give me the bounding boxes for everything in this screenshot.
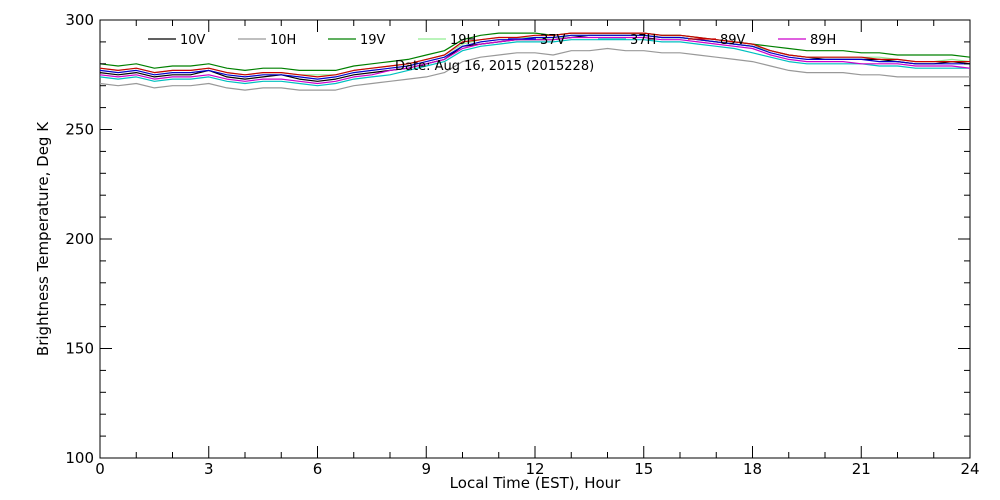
- legend-label-19h: 19H: [450, 33, 476, 48]
- x-tick-label: 15: [634, 460, 653, 478]
- series-line-37h: [99, 39, 970, 87]
- x-tick-label: 0: [95, 460, 105, 478]
- x-tick-label: 3: [204, 460, 214, 478]
- legend: 10V 10H 19V 19H 37V 37H 89V 89H: [148, 33, 836, 48]
- y-tick-label: 200: [65, 230, 94, 248]
- series-line-89h: [99, 36, 971, 85]
- x-tick-label: 21: [852, 460, 871, 478]
- date-annotation: Date: Aug 16, 2015 (2015228): [395, 59, 594, 74]
- x-tick-label: 18: [743, 460, 762, 478]
- plot-frame: [99, 19, 971, 459]
- y-axis-label: Brightness Temperature, Deg K: [34, 121, 52, 356]
- series-line-37v: [99, 34, 970, 80]
- series-line-89v: [99, 32, 970, 78]
- axes-layer: 0 3 6 9 12 15 18 21 24 100 150 200 250 300: [65, 11, 979, 478]
- x-tick-label: 9: [421, 460, 431, 478]
- legend-label-89h: 89H: [810, 33, 836, 48]
- y-tick-label: 300: [65, 11, 94, 29]
- x-tick-label: 24: [960, 460, 979, 478]
- y-tick-label: 250: [65, 121, 94, 139]
- series-line-10h: [99, 47, 970, 91]
- y-tick-label: 100: [65, 449, 94, 467]
- legend-label-10v: 10V: [180, 33, 206, 48]
- legend-label-89v: 89V: [720, 33, 746, 48]
- legend-label-37v: 37V: [540, 33, 566, 48]
- legend-label-37h: 37H: [630, 33, 656, 48]
- x-tick-label: 6: [313, 460, 323, 478]
- series-line-19v: [99, 32, 971, 72]
- x-axis-label: Local Time (EST), Hour: [450, 474, 621, 492]
- legend-label-19v: 19V: [360, 33, 386, 48]
- x-tick-label: 12: [525, 460, 544, 478]
- plot-area: [99, 19, 971, 459]
- legend-label-10h: 10H: [270, 33, 296, 48]
- series-layer: [99, 32, 971, 91]
- y-tick-label: 150: [65, 340, 94, 358]
